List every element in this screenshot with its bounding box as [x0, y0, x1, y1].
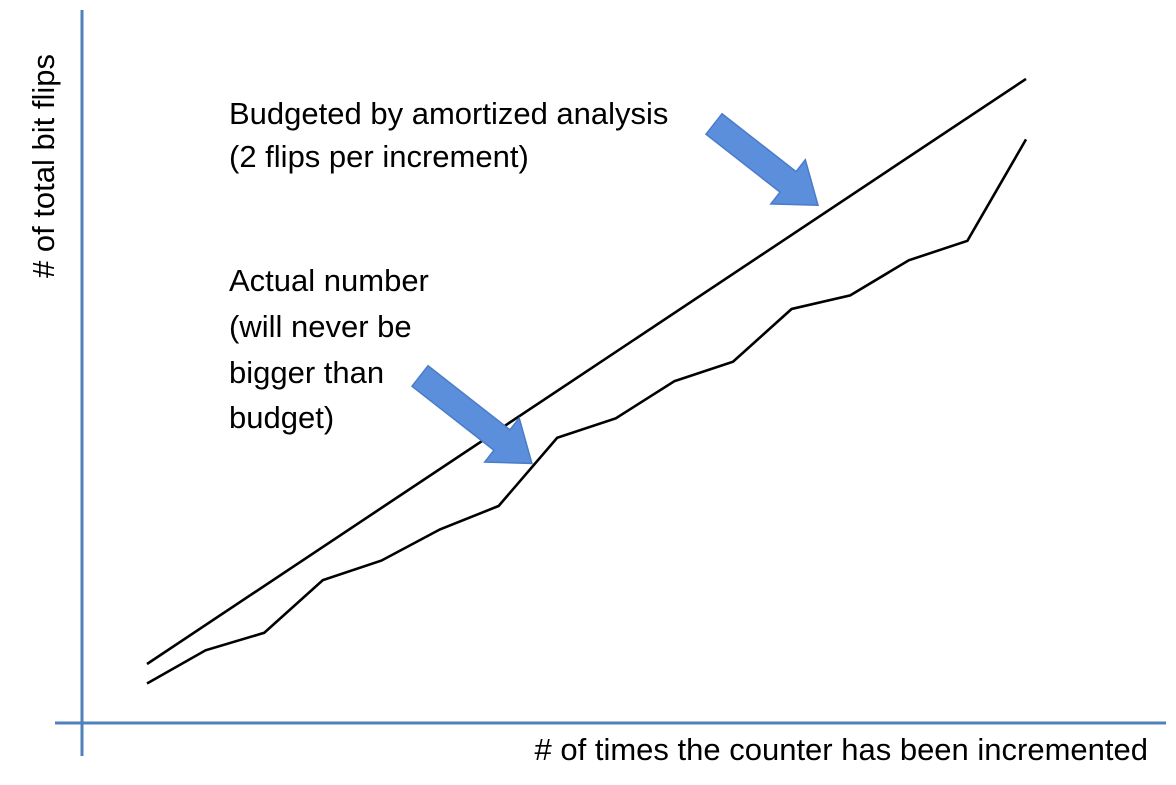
annotation-budgeted: Budgeted by amortized analysis (2 flips …: [229, 96, 677, 174]
annotation-actual: Actual number (will never be bigger than…: [229, 263, 438, 435]
y-axis-label: # of total bit flips: [26, 54, 61, 278]
annotation-actual-line-3: bigger than: [229, 355, 384, 390]
arrow-budget-icon: [704, 112, 820, 207]
arrow-actual-icon: [410, 364, 533, 465]
annotation-budgeted-line-1: Budgeted by amortized analysis: [229, 96, 668, 131]
actual-line: [146, 138, 1028, 685]
annotation-budgeted-line-2: (2 flips per increment): [229, 139, 529, 174]
annotation-actual-line-4: budget): [229, 400, 334, 435]
annotation-actual-line-1: Actual number: [229, 263, 429, 298]
annotation-actual-line-2: (will never be: [229, 309, 412, 344]
x-axis-label: # of times the counter has been incremen…: [535, 732, 1148, 767]
budgeted-line: [146, 77, 1027, 666]
